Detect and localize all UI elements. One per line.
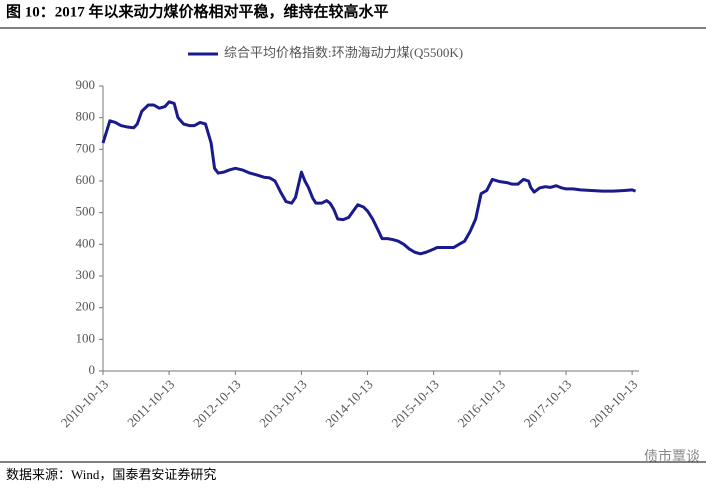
x-tick-label: 2013-10-13 [256,377,310,431]
y-tick-label: 0 [89,362,96,377]
source-note: 数据来源：Wind，国泰君安证券研究 [6,467,216,482]
y-tick-label: 100 [76,330,96,345]
x-tick-label: 2011-10-13 [124,377,177,430]
x-tick-label: 2015-10-13 [388,377,442,431]
chart-title: 图 10：2017 年以来动力煤价格相对平稳，维持在较高水平 [6,2,389,20]
y-tick-label: 900 [76,77,96,92]
y-tick-label: 400 [76,235,96,250]
y-tick-label: 200 [76,299,96,314]
y-tick-label: 600 [76,172,96,187]
y-tick-label: 500 [76,204,96,219]
x-tick-label: 2016-10-13 [455,377,509,431]
x-tick-label: 2014-10-13 [322,377,376,431]
watermark: 债市覃谈 [644,448,700,465]
x-tick-label: 2018-10-13 [587,377,641,431]
x-tick-label: 2017-10-13 [521,377,575,431]
y-tick-label: 300 [76,267,96,282]
legend-label: 综合平均价格指数:环渤海动力煤(Q5500K) [224,45,463,60]
y-tick-label: 800 [76,109,96,124]
series-line [101,100,637,256]
x-tick-label: 2010-10-13 [58,377,112,431]
y-tick-label: 700 [76,140,96,155]
x-tick-label: 2012-10-13 [190,377,244,431]
